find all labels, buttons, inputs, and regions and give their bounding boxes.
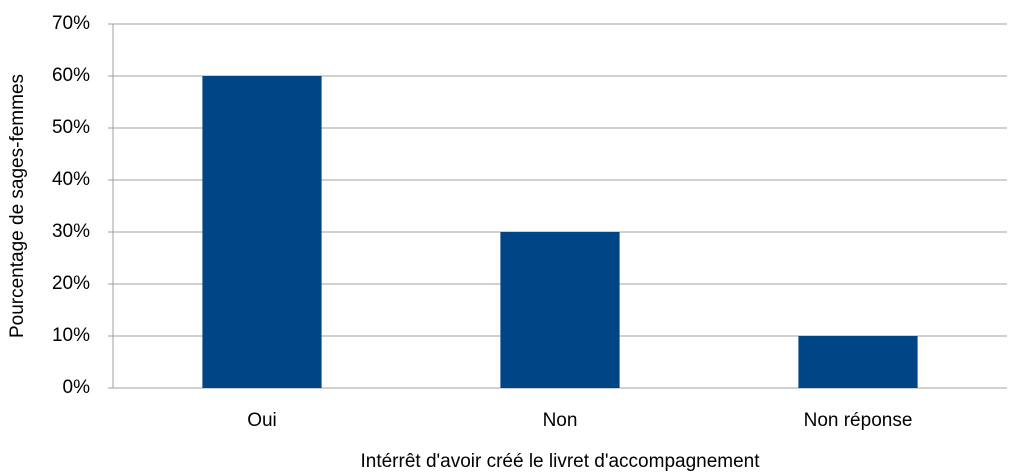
x-tick-label: Non	[543, 410, 578, 431]
y-tick-label: 0%	[63, 377, 91, 398]
x-tick-label: Oui	[247, 410, 277, 431]
bar	[202, 76, 322, 388]
y-tick-label: 20%	[52, 273, 90, 294]
y-tick-label: 30%	[52, 221, 90, 242]
bar	[500, 232, 620, 388]
x-tick-label: Non réponse	[804, 410, 913, 431]
y-tick-label: 70%	[52, 13, 90, 34]
y-tick-label: 60%	[52, 65, 90, 86]
y-tick-label: 40%	[52, 169, 90, 190]
y-tick-label: 50%	[52, 117, 90, 138]
y-axis-title: Pourcentage de sages-femmes	[7, 74, 28, 338]
y-tick-label: 10%	[52, 325, 90, 346]
x-axis-title: Intérrêt d'avoir créé le livret d'accomp…	[360, 451, 760, 472]
bar	[798, 336, 918, 388]
